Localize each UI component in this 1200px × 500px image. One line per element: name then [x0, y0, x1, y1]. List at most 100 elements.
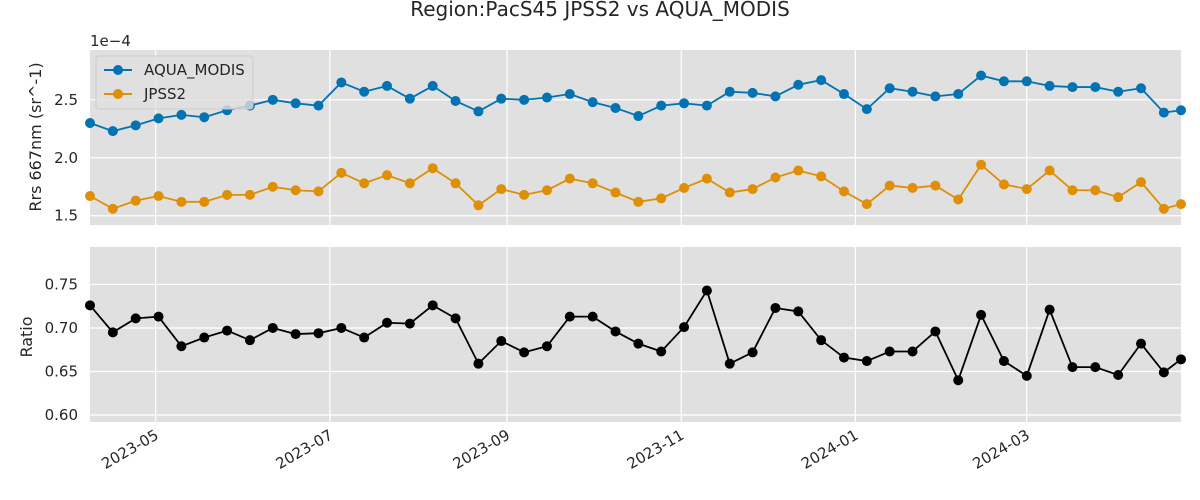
- jpss2-data-point: [976, 159, 987, 170]
- jpss2-data-point: [861, 199, 872, 210]
- ratio-data-point: [130, 313, 141, 324]
- panel-top: 1.5 2.0 2.5 1e−4 Rrs 667nm (sr^-1) AQUA_MO…: [26, 32, 1186, 225]
- jpss2-data-point: [1158, 203, 1169, 214]
- aqua-modis-data-point: [610, 102, 621, 113]
- y-axis-label-top: Rrs 667nm (sr^-1): [26, 62, 45, 211]
- aqua-modis-data-point: [1021, 76, 1032, 87]
- y-tick-label: 0.60: [45, 406, 78, 424]
- ratio-data-point: [930, 326, 941, 337]
- ratio-data-point: [564, 311, 575, 322]
- jpss2-data-point: [496, 184, 507, 195]
- ratio-data-point: [541, 341, 552, 352]
- aqua-modis-data-point: [838, 89, 849, 100]
- aqua-modis-data-point: [679, 98, 690, 109]
- ratio-data-point: [359, 332, 370, 343]
- jpss2-data-point: [244, 189, 255, 200]
- jpss2-data-point: [587, 178, 598, 189]
- aqua-modis-data-point: [861, 104, 872, 115]
- aqua-modis-data-point: [382, 80, 393, 91]
- ratio-data-point: [1136, 338, 1147, 349]
- aqua-modis-data-point: [770, 91, 781, 102]
- ratio-data-point: [953, 375, 964, 386]
- ratio-data-point: [404, 318, 415, 329]
- aqua-modis-data-point: [747, 87, 758, 98]
- y-axis-label-bottom: Ratio: [17, 316, 36, 357]
- ratio-data-point: [199, 332, 210, 343]
- ratio-data-point: [496, 336, 507, 347]
- jpss2-data-point: [564, 173, 575, 184]
- x-tick-label: 2023-11: [624, 426, 687, 473]
- legend: AQUA_MODIS JPSS2: [95, 55, 254, 110]
- jpss2-data-point: [107, 203, 118, 214]
- jpss2-data-point: [473, 200, 484, 211]
- jpss2-data-point: [541, 185, 552, 196]
- jpss2-data-point: [176, 196, 187, 207]
- legend-box: [95, 55, 254, 110]
- jpss2-data-point: [747, 184, 758, 195]
- ratio-data-point: [656, 346, 667, 357]
- aqua-modis-data-point: [1044, 80, 1055, 91]
- ratio-data-point: [313, 328, 324, 339]
- ratio-data-point: [861, 356, 872, 367]
- jpss2-data-point: [701, 173, 712, 184]
- panel-bottom: 0.60 0.65 0.70 0.75 Ratio: [17, 247, 1186, 424]
- y-tick-label: 0.70: [45, 319, 78, 337]
- jpss2-data-point: [1176, 199, 1186, 210]
- ratio-data-point: [107, 327, 118, 338]
- jpss2-data-point: [1067, 185, 1078, 196]
- aqua-modis-data-point: [427, 80, 438, 91]
- y-tick-label: 0.75: [45, 275, 78, 293]
- ratio-data-point: [85, 300, 95, 311]
- panel-bottom-series: [85, 285, 1186, 386]
- x-tick-label: 2023-05: [98, 426, 161, 473]
- ratio-data-point: [267, 322, 278, 333]
- jpss2-data-point: [1044, 165, 1055, 176]
- jpss2-data-point: [953, 194, 964, 205]
- ratio-data-point: [222, 325, 233, 336]
- aqua-modis-data-point: [1113, 86, 1124, 97]
- jpss2-data-point: [838, 186, 849, 197]
- ratio-data-point: [1090, 362, 1101, 373]
- y-tick-label: 2.0: [54, 149, 78, 167]
- aqua-modis-data-point: [199, 112, 210, 123]
- aqua-modis-data-point: [176, 109, 187, 120]
- panel-top-series: [85, 70, 1186, 214]
- ratio-data-point: [976, 309, 987, 320]
- aqua-modis-data-point: [587, 97, 598, 108]
- aqua-modis-data-point: [793, 79, 804, 90]
- ratio-data-point: [884, 346, 895, 357]
- jpss2-data-point: [770, 172, 781, 183]
- x-tick-label: 2024-01: [798, 426, 861, 473]
- aqua-modis-data-point: [107, 126, 118, 137]
- aqua-modis-data-point: [1136, 83, 1147, 94]
- x-tick-label: 2024-03: [969, 426, 1032, 473]
- panel-bottom-ticks: 0.60 0.65 0.70 0.75: [45, 275, 78, 424]
- ratio-data-point: [701, 285, 712, 296]
- ratio-data-point: [519, 347, 530, 358]
- aqua-modis-data-point: [404, 93, 415, 104]
- ratio-data-point: [1113, 369, 1124, 380]
- aqua-modis-data-point: [907, 86, 918, 97]
- jpss2-data-point: [793, 165, 804, 176]
- jpss2-data-point: [907, 182, 918, 193]
- jpss2-data-point: [884, 180, 895, 191]
- aqua-modis-data-point: [633, 111, 644, 122]
- ratio-data-point: [907, 346, 918, 357]
- legend-label-aqua: AQUA_MODIS: [144, 61, 245, 80]
- ratio-data-point: [998, 356, 1009, 367]
- jpss2-data-point: [679, 182, 690, 193]
- x-tick-label: 2023-09: [450, 426, 513, 473]
- ratio-data-point: [1021, 370, 1032, 381]
- legend-marker-jpss2: [113, 89, 123, 99]
- aqua-modis-data-point: [450, 95, 461, 106]
- aqua-modis-data-point: [519, 94, 530, 105]
- ratio-data-point: [1044, 304, 1055, 315]
- y-tick-label: 0.65: [45, 363, 78, 381]
- y-tick-label: 1.5: [54, 207, 78, 225]
- aqua-modis-data-point: [153, 113, 164, 124]
- y-tick-label: 2.5: [54, 91, 78, 109]
- legend-label-jpss2: JPSS2: [143, 85, 186, 103]
- jpss2-data-point: [1021, 184, 1032, 195]
- ratio-data-point: [473, 358, 484, 369]
